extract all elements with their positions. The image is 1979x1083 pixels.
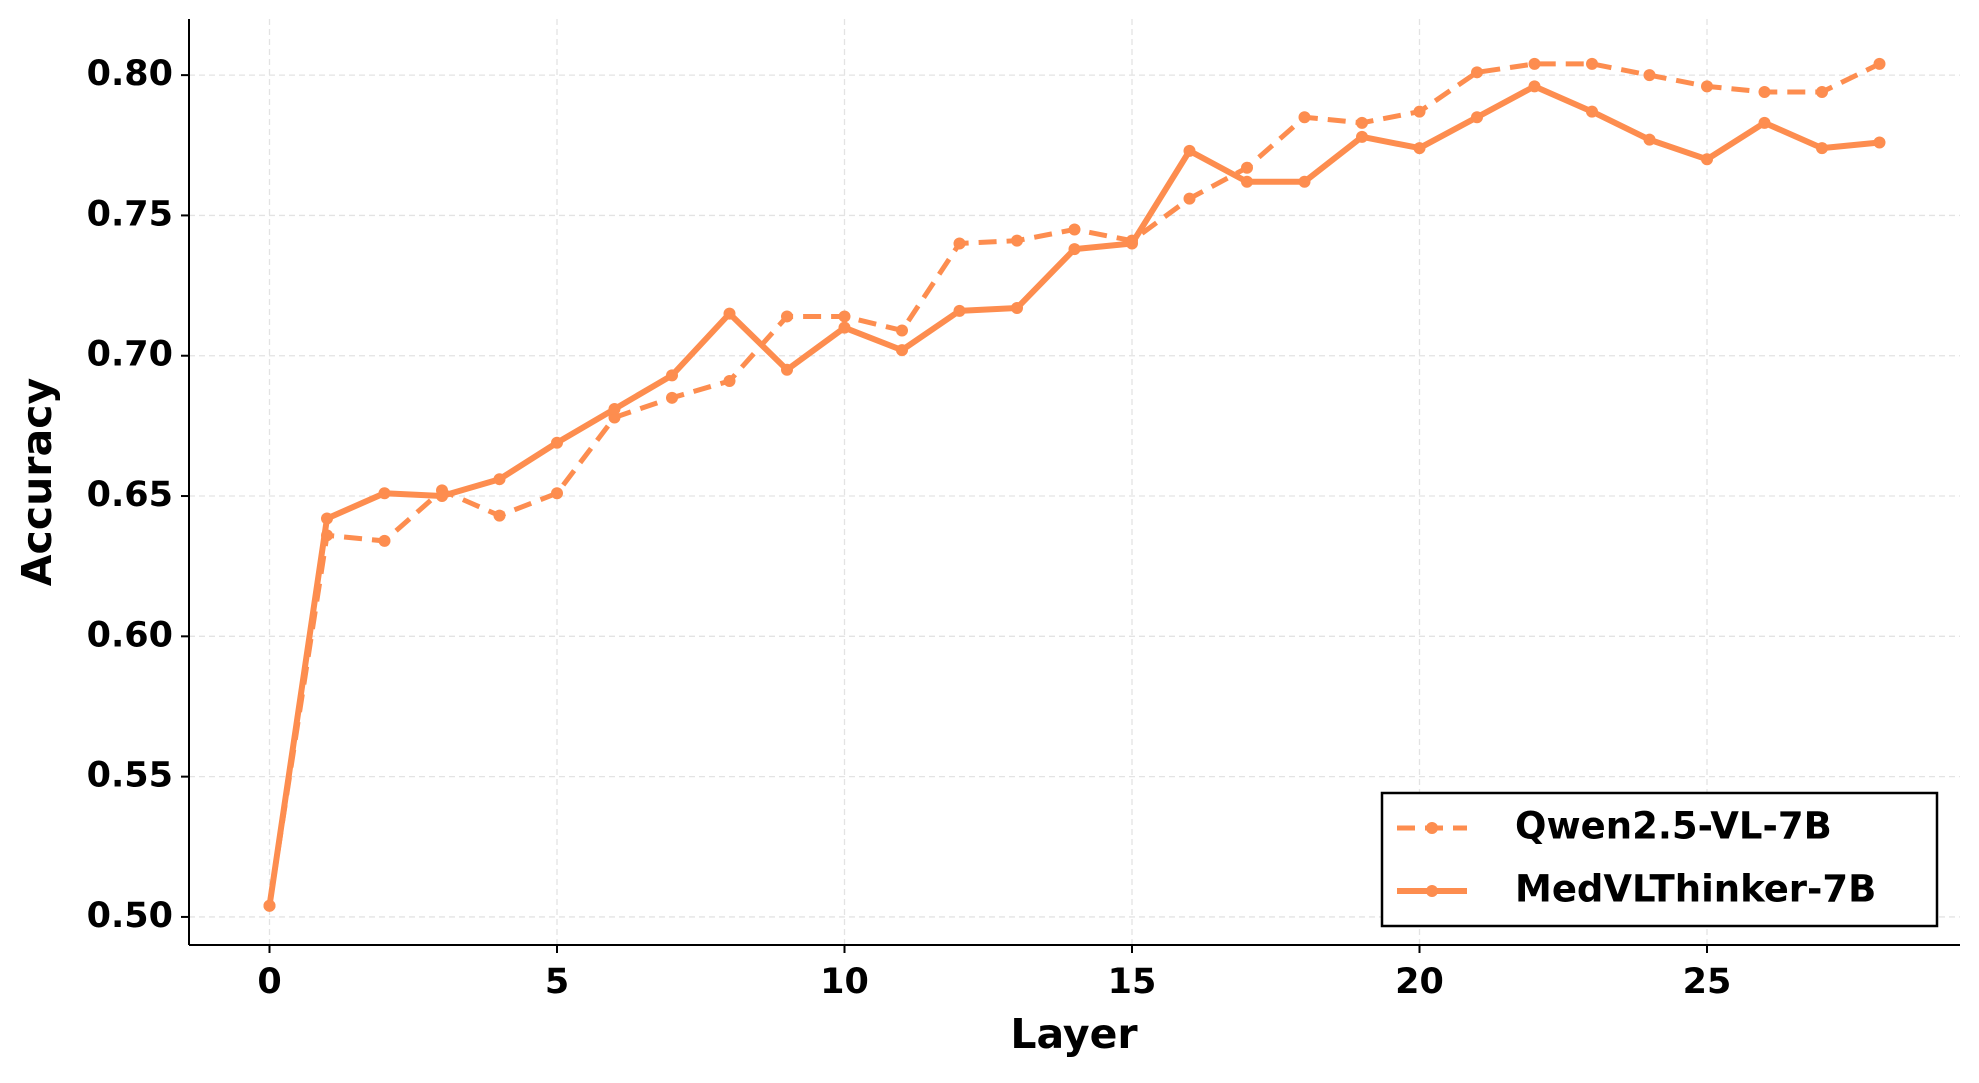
point [1183,144,1196,157]
point [493,509,506,522]
point [838,321,851,334]
series-line [267,61,1881,907]
point [896,344,908,357]
point [1701,80,1713,93]
y-tick-label: 0.65 [87,475,173,515]
point [1011,234,1023,247]
point [1471,111,1483,124]
point [1471,66,1483,79]
point [1816,85,1828,98]
point [1356,116,1368,129]
x-tick-label: 20 [1395,962,1444,1002]
point [1183,192,1196,205]
point [263,899,276,912]
point [1528,80,1541,93]
y-axis-label: Accuracy [13,378,61,586]
point [1298,111,1311,124]
point [1873,136,1886,149]
point [1241,161,1253,174]
point [1816,142,1828,155]
point [953,237,966,250]
point [723,307,736,320]
point [608,411,621,424]
x-tick-label: 25 [1683,962,1732,1002]
x-tick-label: 15 [1108,962,1157,1002]
point [1701,153,1713,166]
point [896,324,908,337]
point [1873,57,1886,70]
point [1528,57,1541,70]
y-tick-label: 0.50 [87,896,173,936]
point [321,512,333,525]
point [551,436,563,449]
point [1068,243,1081,256]
y-tick-label: 0.75 [87,194,173,234]
legend-label: Qwen2.5-VL-7B [1515,805,1832,848]
point [378,534,391,547]
y-tick-label: 0.80 [87,54,173,94]
point [436,490,448,503]
x-axis-label: Layer [1010,1010,1138,1058]
point [608,403,621,416]
point [1356,130,1368,143]
point [1413,105,1426,118]
y-tick-label: 0.55 [87,756,173,796]
point [378,487,391,500]
point [1758,116,1771,129]
legend-label: MedVLThinker-7B [1515,868,1876,911]
point [666,391,678,404]
y-tick-label: 0.70 [87,335,173,375]
point [666,369,678,382]
point [1586,105,1598,118]
y-tick-label: 0.60 [87,615,173,655]
point [1758,85,1771,98]
point [1643,133,1656,146]
point [493,473,506,486]
point [838,310,851,323]
point [953,304,966,317]
x-tick-label: 10 [820,962,869,1002]
point [1126,237,1138,250]
point [551,487,563,500]
point [1068,223,1081,236]
point [1643,69,1656,82]
point [1298,175,1311,188]
legend-marker [1426,885,1438,897]
x-tick-label: 0 [257,962,281,1002]
point [1586,57,1598,70]
point [1241,175,1253,188]
x-tick-label: 5 [545,962,569,1002]
point [1011,302,1023,315]
point [723,374,736,387]
point [1413,142,1426,155]
point [781,310,793,323]
legend-marker [1426,822,1438,834]
legend-box [1380,791,1939,928]
point [781,363,793,376]
